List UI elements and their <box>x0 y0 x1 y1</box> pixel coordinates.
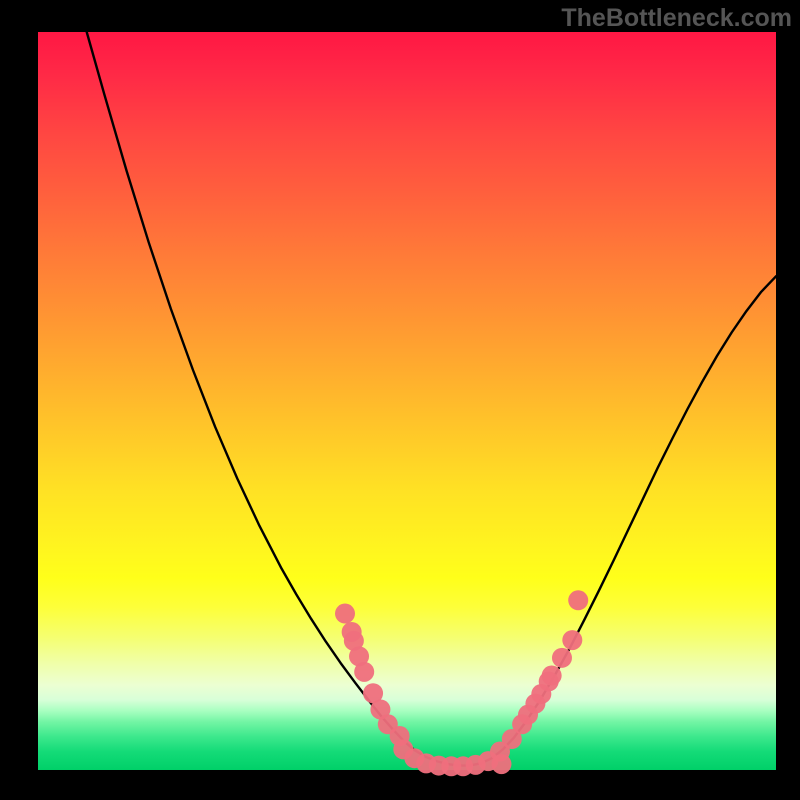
data-point <box>542 666 562 686</box>
data-point <box>491 754 511 774</box>
data-point <box>562 630 582 650</box>
plot-background-gradient <box>38 32 776 770</box>
data-point <box>568 590 588 610</box>
chart-container: TheBottleneck.com <box>0 0 800 800</box>
bottleneck-chart <box>0 0 800 800</box>
data-point <box>335 604 355 624</box>
data-point <box>552 648 572 668</box>
watermark-text: TheBottleneck.com <box>561 4 792 33</box>
data-point <box>354 662 374 682</box>
